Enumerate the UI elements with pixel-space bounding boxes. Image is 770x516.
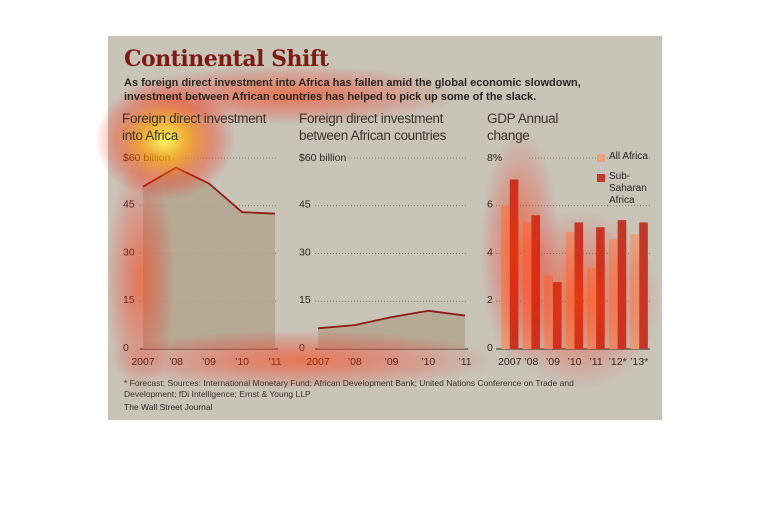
chart-title: Foreign direct investment into Africa [122,111,267,143]
y-tick-label: 15 [299,294,311,306]
legend-swatch [597,174,605,182]
heatmap-overlay [95,65,660,400]
line [317,309,466,330]
y-tick-label: 30 [299,246,311,258]
y-tick-label: 45 [299,199,311,211]
chart-title: GDP Annual change [487,111,559,143]
heatmap-spot [100,330,500,390]
y-tick-label: 0 [487,342,493,354]
y-tick-label: $60 billion [299,152,346,164]
footnote: * Forecast; Sources: International Monet… [124,378,574,399]
heatmap-spot [120,65,460,125]
credit: The Wall Street Journal [124,402,213,412]
legend-label: All Africa [609,151,648,162]
heatmap-spot [500,210,660,390]
chart-title: Foreign direct investment between Africa… [299,111,447,143]
legend-label: Sub-Saharan Africa [609,171,647,206]
title: Continental Shift [124,46,329,72]
subtitle: As foreign direct investment into Africa… [124,77,581,103]
legend-swatch [597,154,605,162]
